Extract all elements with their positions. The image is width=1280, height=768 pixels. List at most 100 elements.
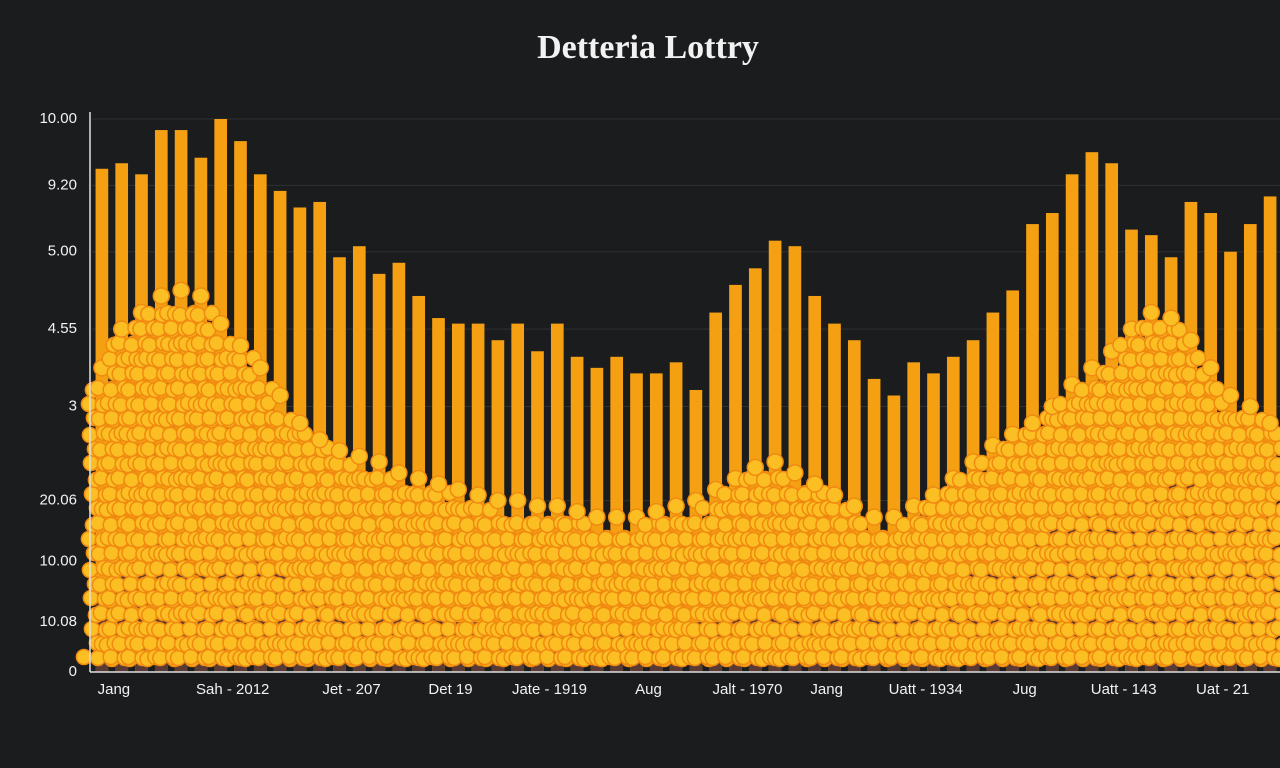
ball	[1171, 516, 1189, 534]
ball	[301, 471, 318, 489]
ball	[100, 589, 117, 607]
ball	[1260, 635, 1278, 653]
ball	[101, 620, 118, 638]
ball	[281, 544, 299, 562]
ball	[793, 530, 810, 548]
ball	[1113, 364, 1130, 382]
ball	[242, 426, 259, 444]
ball	[479, 606, 497, 624]
ball	[694, 499, 711, 517]
ball	[140, 305, 157, 323]
ball	[555, 620, 573, 638]
ball	[221, 606, 238, 624]
ball	[102, 516, 119, 534]
ball	[180, 319, 198, 337]
y-tick-label: 0	[69, 663, 77, 680]
ball	[892, 561, 909, 579]
ball	[933, 575, 950, 593]
ball	[1169, 454, 1187, 472]
ball	[476, 516, 494, 534]
ball	[914, 544, 931, 562]
ball	[1091, 516, 1108, 534]
ball	[321, 530, 338, 548]
ball	[912, 620, 929, 638]
ball	[179, 561, 197, 579]
x-tick-label: Jang	[810, 681, 843, 698]
ball	[219, 544, 236, 562]
ball	[220, 575, 237, 593]
ball	[954, 561, 972, 579]
x-tick-label: Uat - 21	[1196, 681, 1249, 698]
ball	[400, 634, 417, 652]
ball	[845, 497, 864, 515]
ball	[654, 648, 672, 666]
ball	[756, 634, 774, 652]
ball	[1131, 364, 1148, 382]
ball	[1189, 349, 1207, 367]
ball	[538, 620, 555, 638]
ball	[160, 395, 178, 413]
ball	[873, 530, 891, 548]
ball	[222, 364, 239, 382]
ball	[1112, 471, 1129, 489]
x-tick-label: Aug	[635, 681, 662, 698]
ball	[556, 648, 574, 666]
ball	[1053, 454, 1071, 472]
ball	[616, 561, 633, 579]
ball	[972, 561, 990, 579]
ball	[299, 544, 316, 562]
ball	[516, 634, 533, 652]
ball	[951, 606, 969, 624]
ball	[377, 485, 395, 503]
ball	[1248, 561, 1266, 579]
ball	[577, 606, 595, 624]
ball	[200, 516, 217, 534]
ball	[1231, 426, 1248, 444]
ball	[796, 620, 813, 638]
ball	[1274, 502, 1280, 518]
ball	[1070, 561, 1088, 579]
ball	[1259, 469, 1277, 487]
ball	[83, 620, 101, 638]
ball	[795, 589, 812, 607]
y-tick-label: 4.55	[48, 320, 77, 337]
ball	[1130, 336, 1147, 354]
ball	[1032, 606, 1049, 624]
ball	[596, 634, 613, 652]
x-tick-label: Uatt - 143	[1091, 681, 1157, 698]
ball	[894, 620, 911, 638]
x-tick-label: Jang	[98, 681, 131, 698]
ball	[1191, 575, 1208, 593]
ball	[182, 648, 200, 666]
ball	[1071, 454, 1089, 472]
ball	[895, 516, 912, 534]
ball	[834, 544, 851, 562]
ball	[598, 561, 615, 579]
ball	[201, 544, 218, 562]
ball	[951, 471, 969, 489]
ball	[172, 281, 190, 300]
ball	[753, 544, 771, 562]
ball	[677, 530, 695, 548]
ball	[774, 499, 792, 517]
ball	[991, 589, 1008, 607]
ball	[1169, 589, 1187, 607]
ball	[617, 589, 634, 607]
ball	[735, 648, 752, 666]
ball	[1272, 439, 1280, 457]
ball	[112, 320, 131, 338]
ball	[1132, 530, 1149, 548]
ball	[1210, 471, 1227, 489]
ball	[638, 544, 655, 562]
ball	[397, 544, 414, 562]
ball	[250, 379, 267, 397]
ball	[1034, 530, 1051, 548]
ball	[1111, 575, 1128, 593]
ball	[100, 454, 117, 472]
ball	[852, 515, 869, 533]
ball	[222, 634, 239, 652]
x-tick-label: Jug	[1013, 681, 1037, 698]
ball	[1257, 545, 1275, 563]
ball	[80, 395, 98, 413]
ball	[557, 544, 575, 562]
